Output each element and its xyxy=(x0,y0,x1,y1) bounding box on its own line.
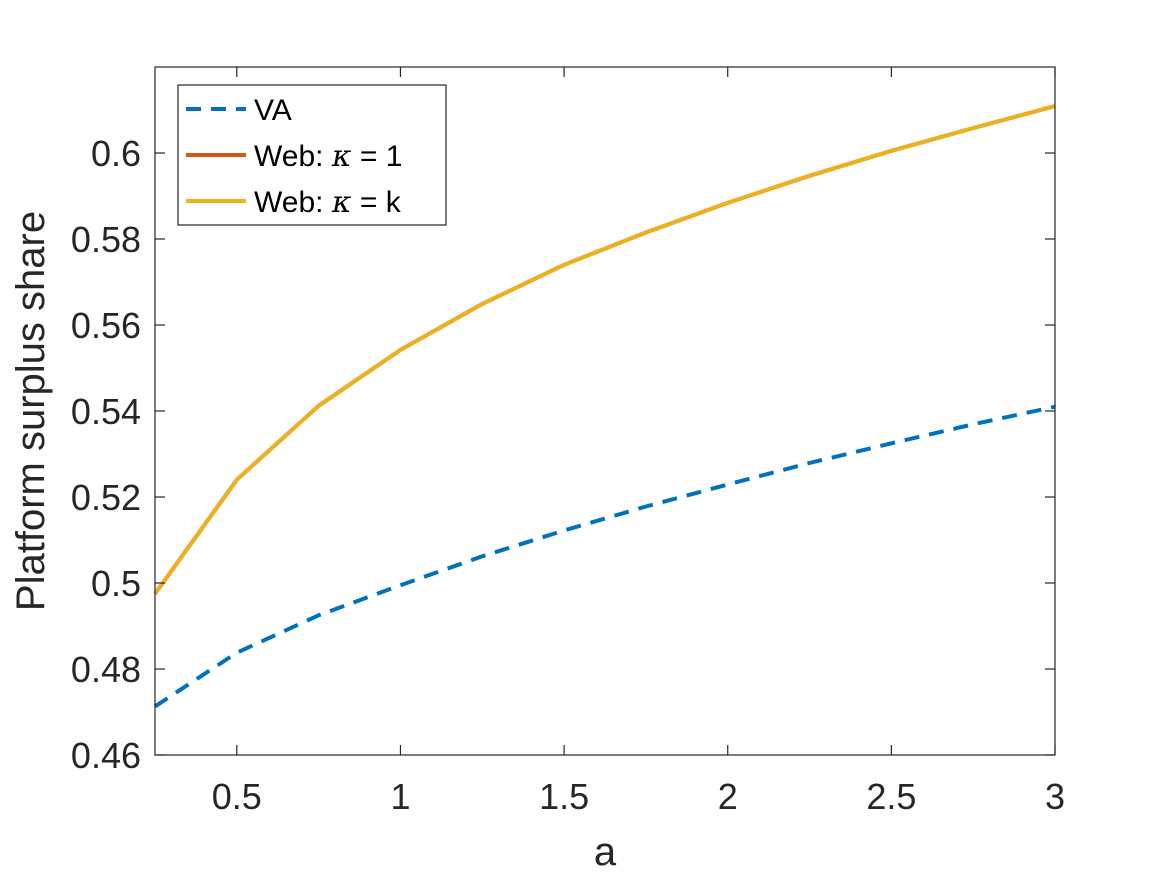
y-tick-label: 0.58 xyxy=(71,219,141,260)
series-line-2 xyxy=(153,104,1056,595)
x-tick-label: 1.5 xyxy=(539,776,589,817)
y-tick-label: 0.52 xyxy=(71,477,141,518)
y-tick-label: 0.5 xyxy=(91,563,141,604)
legend-entry: Web: κ = k xyxy=(186,185,402,220)
legend-label: Web: κ = 1 xyxy=(254,139,402,174)
series-layer xyxy=(153,104,1056,709)
y-tick-label: 0.54 xyxy=(71,391,141,432)
x-tick-label: 1 xyxy=(390,776,410,817)
y-tick-label: 0.46 xyxy=(71,735,141,776)
legend-entry: Web: κ = 1 xyxy=(186,139,402,174)
legend-label: VA xyxy=(254,94,292,127)
legend: VA Web: κ = 1 Web: κ = k xyxy=(177,84,447,226)
y-tick-label: 0.56 xyxy=(71,305,141,346)
legend-entry: VA xyxy=(186,94,292,127)
x-tick-label: 3 xyxy=(1045,776,1065,817)
x-tick-label: 2 xyxy=(718,776,738,817)
x-tick-label: 2.5 xyxy=(866,776,916,817)
series-line-0 xyxy=(153,404,1056,709)
y-axis-title: Platform surplus share xyxy=(9,211,53,611)
x-axis-title: a xyxy=(594,830,617,874)
x-tick-label: 0.5 xyxy=(212,776,262,817)
y-tick-label: 0.48 xyxy=(71,649,141,690)
ticks-layer: 0.5 1 1.5 2 2.5 3 0.46 0.48 0.5 0.52 0.54 0.56 0.58 0… xyxy=(71,67,1065,817)
legend-label: Web: κ = k xyxy=(254,185,402,220)
y-tick-label: 0.6 xyxy=(91,133,141,174)
